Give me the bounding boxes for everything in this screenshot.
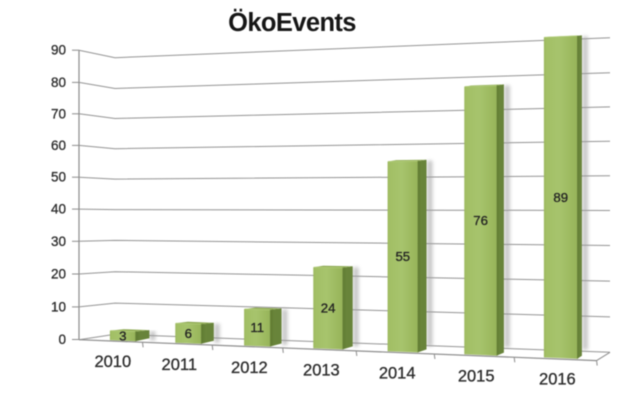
svg-text:89: 89 [553, 190, 568, 205]
svg-text:0: 0 [58, 332, 66, 347]
svg-text:55: 55 [395, 249, 410, 264]
svg-text:24: 24 [321, 301, 336, 316]
svg-text:30: 30 [51, 234, 66, 249]
svg-text:60: 60 [51, 138, 66, 153]
svg-text:2010: 2010 [94, 353, 131, 371]
svg-text:70: 70 [51, 106, 66, 121]
svg-text:50: 50 [51, 170, 66, 185]
svg-text:80: 80 [51, 75, 66, 90]
svg-text:2011: 2011 [162, 356, 197, 374]
svg-text:2013: 2013 [303, 362, 340, 380]
svg-text:2012: 2012 [231, 359, 268, 377]
svg-text:11: 11 [250, 320, 264, 335]
svg-text:2014: 2014 [379, 365, 416, 383]
svg-text:10: 10 [51, 299, 66, 314]
svg-text:40: 40 [51, 202, 66, 217]
svg-text:3: 3 [119, 328, 126, 343]
svg-text:76: 76 [473, 213, 488, 228]
svg-text:2016: 2016 [539, 370, 576, 388]
svg-text:20: 20 [51, 267, 66, 282]
svg-text:2015: 2015 [458, 368, 495, 386]
svg-text:90: 90 [51, 43, 66, 58]
svg-text:ÖkoEvents: ÖkoEvents [228, 8, 356, 37]
svg-text:6: 6 [185, 326, 192, 341]
